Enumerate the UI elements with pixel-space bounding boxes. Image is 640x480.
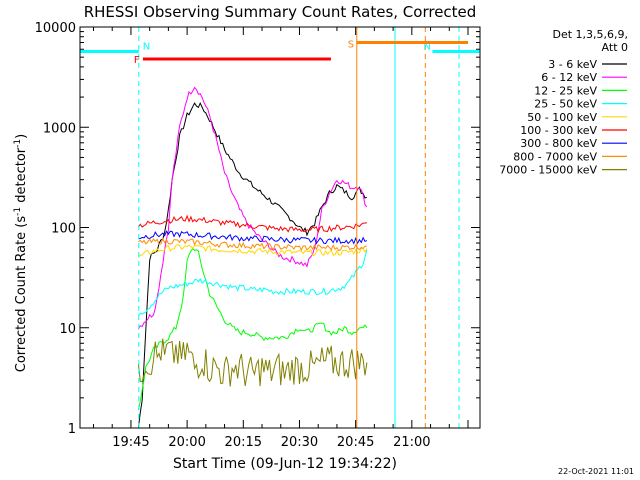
legend-label-8: 7000 - 15000 keV	[499, 164, 597, 177]
x-tick-label-1: 20:00	[168, 435, 205, 450]
series-line-7	[138, 237, 367, 252]
legend-label-5: 100 - 300 keV	[520, 124, 597, 137]
series-line-3	[138, 249, 368, 316]
x-tick-label-4: 20:45	[337, 435, 374, 450]
y-tick-label-2: 100	[51, 222, 76, 237]
y-tick-label-1: 10	[59, 322, 76, 337]
x-tick-label-3: 20:30	[281, 435, 318, 450]
x-axis-label: Start Time (09-Jun-12 19:34:22)	[173, 456, 397, 472]
y-tick-label-3: 1000	[43, 121, 76, 136]
axes-layer: 19:45 20:00 20:15 20:30 20:45 21:00 1 10 100 1000…	[35, 21, 481, 450]
footer-date: 22-Oct-2021 11:01	[558, 467, 634, 476]
x-tick-label-0: 19:45	[112, 435, 149, 450]
flag-label-3: S	[348, 40, 354, 51]
y-tick-label-0: 1	[68, 422, 76, 437]
y-tick-label-4: 10000	[35, 21, 76, 36]
series-line-5	[137, 214, 368, 234]
series-line-8	[137, 338, 368, 387]
series-line-1	[137, 86, 368, 330]
legend-header-line2: Att 0	[602, 41, 628, 54]
legend-label-4: 50 - 100 keV	[527, 111, 597, 124]
flag-label-2: F	[134, 55, 140, 66]
legend-label-3: 25 - 50 keV	[534, 98, 597, 111]
legend-label-1: 6 - 12 keV	[541, 71, 597, 84]
legend-label-6: 300 - 800 keV	[520, 137, 597, 150]
chart-title: RHESSI Observing Summary Count Rates, Co…	[84, 3, 477, 21]
legend-label-0: 3 - 6 keV	[548, 58, 597, 71]
series-line-2	[137, 247, 368, 411]
series-line-6	[138, 230, 368, 245]
legend-label-2: 12 - 25 keV	[534, 84, 597, 97]
series-layer	[137, 86, 368, 429]
flag-label-0: N	[143, 41, 150, 52]
legend-label-7: 800 - 7000 keV	[513, 150, 597, 163]
series-line-4	[138, 243, 368, 258]
y-axis-label: Corrected Count Rate (s-1 detector-1)	[13, 134, 29, 372]
x-tick-label-2: 20:15	[225, 435, 262, 450]
flag-label-1: N	[423, 41, 430, 52]
legend-header-line1: Det 1,3,5,6,9,	[552, 28, 628, 41]
x-tick-label-5: 21:00	[393, 435, 430, 450]
series-line-0	[137, 101, 368, 429]
